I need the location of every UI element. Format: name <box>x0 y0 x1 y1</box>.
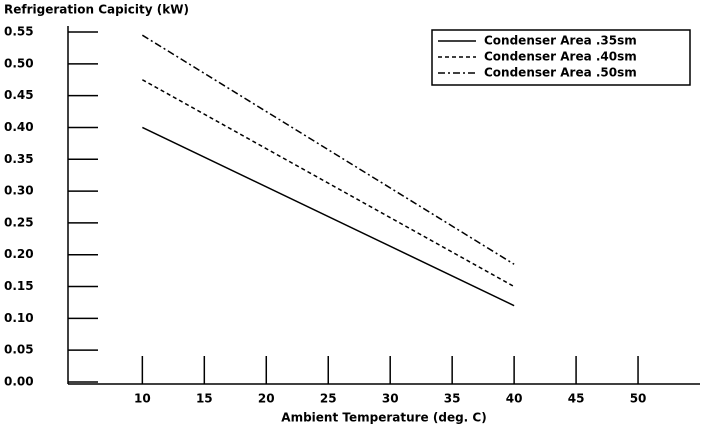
y-tick-label: 0.10 <box>4 311 34 325</box>
y-axis-title: Refrigeration Capicity (kW) <box>4 3 189 17</box>
x-tick-label: 35 <box>444 392 461 406</box>
y-tick-label: 0.30 <box>4 184 34 198</box>
series-line <box>142 126 515 307</box>
x-tick-label: 30 <box>382 392 399 406</box>
series-line <box>141 34 515 265</box>
y-tick-label: 0.50 <box>4 56 34 70</box>
legend-label: Condenser Area .40sm <box>484 50 637 64</box>
y-tick-label: 0.45 <box>4 88 34 102</box>
y-tick-label: 0.15 <box>4 279 34 293</box>
y-tick-label: 0.55 <box>4 25 34 39</box>
x-tick-label: 10 <box>134 392 151 406</box>
legend-label: Condenser Area .50sm <box>484 66 637 80</box>
y-tick-label: 0.20 <box>4 247 34 261</box>
x-axis-title: Ambient Temperature (deg. C) <box>281 411 486 425</box>
legend-label: Condenser Area .35sm <box>484 34 637 48</box>
x-tick-label: 50 <box>630 392 647 406</box>
x-tick-label: 45 <box>568 392 585 406</box>
series-line <box>141 79 515 288</box>
x-tick-label: 25 <box>320 392 337 406</box>
y-tick-label: 0.40 <box>4 120 34 134</box>
x-tick-label: 40 <box>506 392 523 406</box>
y-tick-label: 0.05 <box>4 343 34 357</box>
x-tick-label: 20 <box>258 392 275 406</box>
y-tick-label: 0.25 <box>4 215 34 229</box>
x-tick-label: 15 <box>196 392 213 406</box>
y-tick-label: 0.00 <box>4 375 34 389</box>
y-tick-label: 0.35 <box>4 152 34 166</box>
